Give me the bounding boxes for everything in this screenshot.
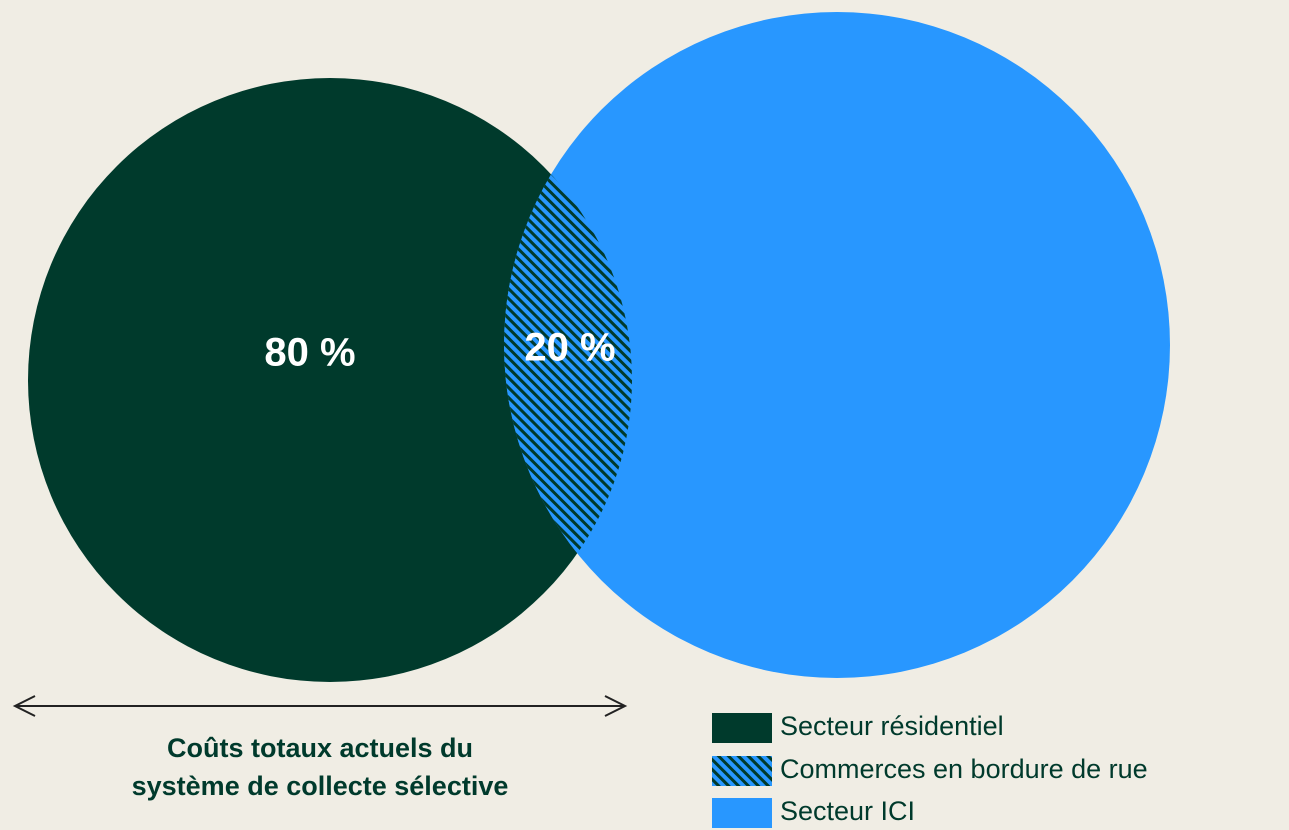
- legend-label: Secteur ICI: [780, 796, 915, 826]
- legend: Secteur résidentiel Commerces en bordure …: [712, 711, 1148, 828]
- legend-swatch: [712, 713, 772, 743]
- legend-swatch: [712, 798, 772, 828]
- residential-label: 80 %: [264, 331, 355, 375]
- caption-line: système de collecte sélective: [132, 771, 509, 801]
- ici-circle: [504, 12, 1170, 678]
- legend-label: Commerces en bordure de rue: [780, 754, 1148, 784]
- legend-label: Secteur résidentiel: [780, 711, 1004, 741]
- overlap-label: 20 %: [524, 326, 615, 370]
- width-arrow: [12, 695, 628, 717]
- residential-circle: [28, 78, 632, 682]
- legend-swatch: [712, 756, 772, 786]
- caption-line: Coûts totaux actuels du: [167, 733, 473, 763]
